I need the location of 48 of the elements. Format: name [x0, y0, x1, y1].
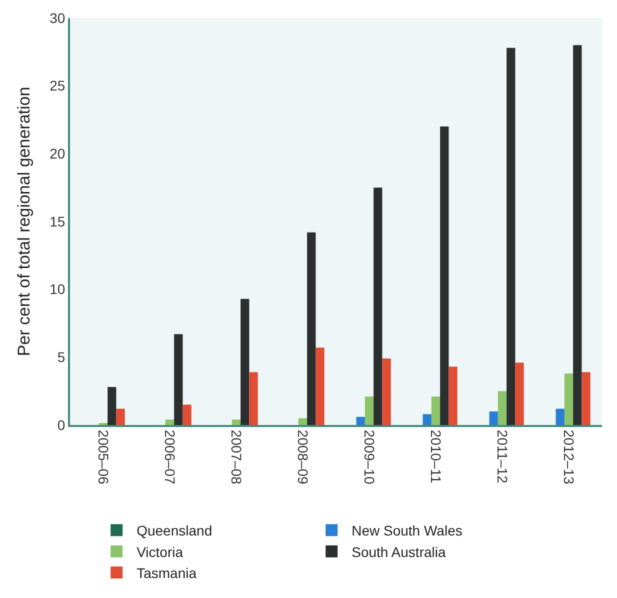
x-tick-label: 2009–10 — [362, 430, 378, 485]
bar — [448, 366, 458, 425]
y-tick-label: 5 — [57, 349, 66, 366]
y-tick-label: 25 — [50, 78, 66, 94]
bar — [506, 48, 516, 425]
legend-label: Queensland — [136, 522, 212, 539]
y-tick-label: 0 — [57, 416, 66, 433]
x-tick-label: 2007–08 — [228, 430, 245, 485]
y-tick-label: 10 — [50, 281, 66, 298]
y-tick-label: 30 — [50, 10, 66, 26]
x-tick-label: 2011–12 — [494, 430, 511, 484]
bar — [307, 232, 316, 425]
bar — [489, 411, 498, 425]
bar — [249, 372, 258, 425]
bar — [564, 373, 574, 425]
x-tick-label: 2006–07 — [162, 430, 178, 485]
bar — [382, 358, 391, 425]
bar — [232, 420, 241, 425]
y-tick-label: 20 — [50, 146, 66, 162]
bar — [240, 298, 250, 425]
y-tick-label: 15 — [50, 213, 66, 230]
legend-label: Tasmania — [136, 565, 197, 581]
bar — [422, 414, 432, 425]
bar — [374, 188, 382, 425]
bar — [573, 45, 582, 425]
bar — [498, 391, 507, 425]
x-tick-label: 2008–09 — [295, 430, 312, 485]
bar — [582, 372, 590, 425]
legend-label: South Australia — [352, 544, 446, 560]
legend-label: New South Wales — [352, 522, 462, 539]
bar — [431, 396, 440, 425]
bar — [356, 416, 365, 425]
bar — [515, 362, 524, 425]
y-axis-title: Per cent of total regional generation — [14, 86, 34, 356]
bar — [440, 126, 449, 425]
bar — [116, 408, 125, 425]
bar — [364, 396, 374, 425]
bar — [298, 418, 308, 425]
x-tick-label: 2010–11 — [428, 430, 444, 484]
bar — [316, 348, 324, 425]
x-tick-label: 2012–13 — [561, 430, 578, 485]
x-tick-label: 2005–06 — [96, 430, 112, 485]
bar — [556, 408, 564, 425]
bar — [165, 420, 174, 425]
legend-label: Victoria — [136, 544, 184, 560]
bar — [182, 404, 192, 425]
bar — [174, 334, 183, 425]
bar — [108, 387, 116, 425]
